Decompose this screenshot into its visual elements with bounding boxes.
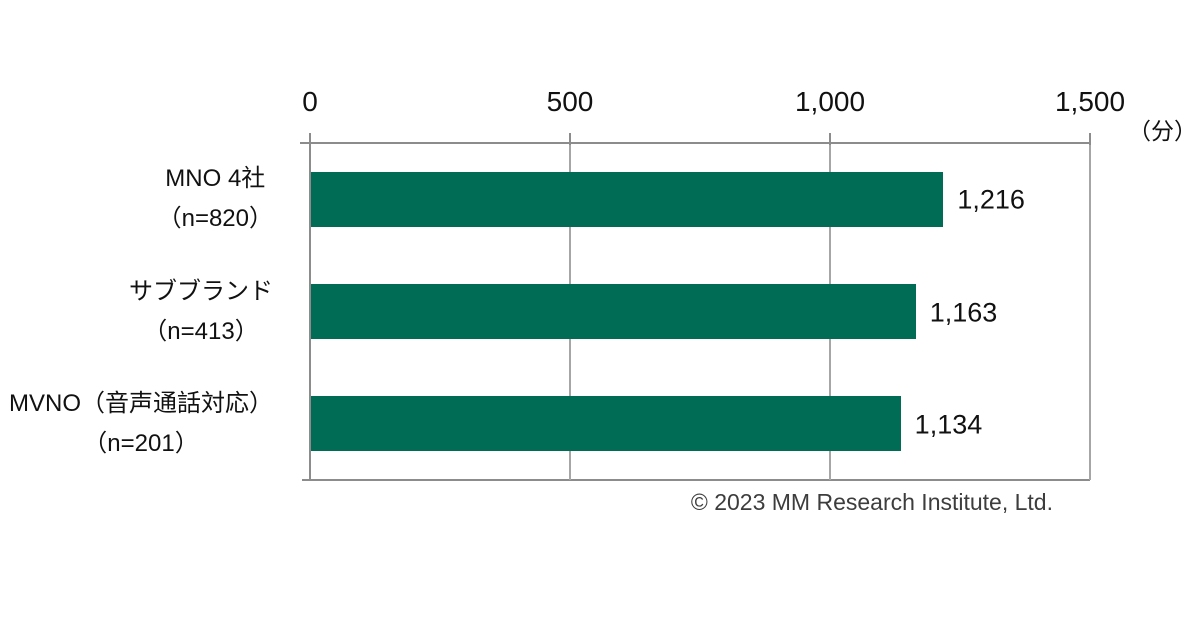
category-label-line: MNO 4社: [165, 165, 266, 193]
x-axis-tick-label: 1,000: [794, 86, 866, 117]
copyright-text: © 2023 MM Research Institute, Ltd.: [690, 489, 1053, 515]
category-label-lines: サブブランド （n=413）: [129, 272, 273, 352]
x-axis-top-line: [300, 142, 1090, 144]
x-axis-tick-label: 0: [302, 86, 318, 117]
category-label-line: MVNO（音声通話対応）: [9, 389, 273, 417]
category-label: MVNO（音声通話対応） （n=201）: [0, 384, 273, 464]
category-label-lines: MVNO（音声通話対応） （n=201）: [9, 384, 273, 464]
bar-value-label: 1,163: [929, 297, 998, 327]
category-label-line: （n=413）: [143, 317, 259, 345]
bar-value-label: 1,134: [914, 409, 983, 440]
x-axis-tick: [309, 133, 311, 145]
category-label-lines: MNO 4社 （n=820）: [158, 159, 273, 239]
bar: [311, 171, 944, 227]
x-axis-tick-label: 1,500: [1054, 86, 1126, 117]
x-axis-bottom-line: [302, 479, 1090, 481]
category-label-line: （n=201）: [83, 429, 199, 457]
category-label-line: （n=820）: [157, 205, 273, 233]
bar-value-label: 1,216: [957, 184, 1025, 215]
category-label-line: サブブランド: [129, 277, 273, 305]
category-label: サブブランド （n=413）: [0, 272, 273, 352]
x-axis-tick: [829, 133, 831, 145]
x-axis-tick: [1089, 133, 1091, 145]
y-axis-line: [309, 142, 311, 481]
bar: [311, 284, 916, 339]
bar: [311, 396, 901, 452]
x-axis-tick: [569, 133, 571, 145]
gridline: [1089, 143, 1091, 480]
x-axis-unit-label: （分）: [1128, 118, 1197, 144]
x-axis-tick-label: 500: [546, 86, 594, 117]
category-label: MNO 4社 （n=820）: [0, 159, 273, 239]
